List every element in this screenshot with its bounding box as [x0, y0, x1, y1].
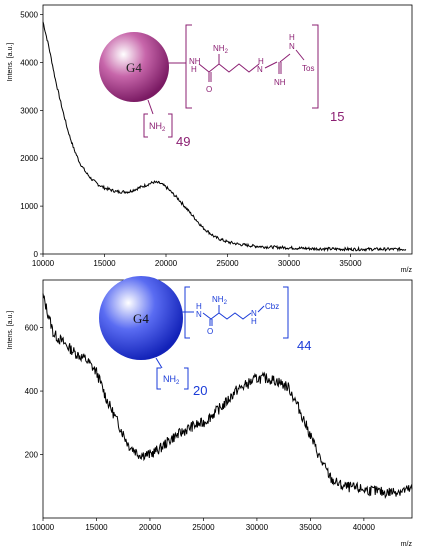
x-tick-label: 35000: [339, 259, 362, 268]
x-tick-label: 15000: [93, 259, 116, 268]
y-tick-label: 400: [25, 387, 39, 396]
y-tick-label: 1000: [20, 202, 38, 211]
tos-label-top: Tos: [302, 64, 314, 73]
amine-label-bottom: NH2: [163, 374, 180, 386]
guanidine-n-label-top: N: [289, 42, 295, 51]
arm-bracket-right-bottom: [283, 286, 289, 339]
alpha-nh2-label-bottom: NH2: [212, 295, 228, 306]
amine-label-top: NH2: [149, 121, 166, 133]
arm-count-top: 15: [330, 109, 344, 124]
plot-frame-bottom: [42, 279, 413, 519]
y-axis-label-bottom: Intens. [a.u.]: [7, 311, 14, 350]
chart-top: 10000 15000 20000 25000 30000 35000 0 1000 2000…: [7, 4, 413, 274]
y-tick-label: 600: [25, 324, 39, 333]
nh-side-label-top: H: [258, 57, 264, 66]
y-tick-label: 5000: [20, 11, 38, 20]
g4-core-sphere-bottom: [99, 276, 183, 360]
core-amine-bond-top: [147, 99, 154, 115]
arm-bracket-left-top: [185, 24, 192, 109]
amine-bracket-right-bottom: [184, 367, 189, 390]
chart-bottom: 10000 15000 20000 25000 30000 35000 40000 200 4…: [7, 276, 412, 548]
dendrimer-structure-bottom: G4 44 H N O NH2 N H Cbz NH2 20: [99, 276, 311, 398]
cbz-bond-bottom: [257, 305, 265, 313]
x-tick-label: 20000: [139, 523, 162, 532]
amine-count-bottom: 20: [193, 383, 207, 398]
amine-count-top: 49: [176, 134, 190, 149]
x-tick-label: 35000: [299, 523, 322, 532]
h-amide-label-top: H: [191, 65, 197, 74]
core-amine-bond-bottom: [155, 357, 163, 369]
series-line-bottom: [42, 293, 413, 500]
y-axis-top: 0 1000 2000 3000 4000 5000: [20, 11, 43, 259]
g4-core-sphere-top: [99, 32, 169, 102]
x-tick-label: 25000: [216, 259, 239, 268]
x-axis-bottom: 10000 15000 20000 25000 30000 35000 40000: [32, 518, 376, 532]
series-line-top: [42, 21, 407, 253]
x-tick-label: 30000: [246, 523, 269, 532]
y-tick-label: 4000: [20, 58, 38, 67]
alpha-nh2-label-top: NH2: [213, 44, 229, 55]
x-tick-label: 15000: [85, 523, 108, 532]
guanidine-nh-label-top: NH: [274, 78, 286, 87]
plot-frame-top: [42, 4, 413, 255]
amine-bracket-right-top: [168, 113, 173, 138]
x-tick-label: 10000: [32, 259, 55, 268]
amine-bracket-left-top: [143, 113, 148, 138]
x-axis-top: 10000 15000 20000 25000 30000 35000: [32, 254, 362, 268]
amine-bracket-left-bottom: [156, 367, 161, 390]
x-axis-label-top: m/z: [401, 267, 413, 274]
x-tick-label: 20000: [155, 259, 178, 268]
y-axis-label-top: Intens. [a.u.]: [7, 43, 14, 82]
n-amide-label-bottom: N: [196, 310, 202, 319]
nh-amide-label-top: NH: [189, 57, 201, 66]
x-axis-label-bottom: m/z: [401, 541, 413, 548]
n-side-label-top: N: [257, 65, 263, 74]
x-tick-label: 10000: [32, 523, 55, 532]
o-label-top: O: [206, 85, 212, 94]
dendrimer-structure-top: G4 15 NH H O NH2 H N NH H N Tos: [99, 24, 344, 149]
backbone-bonds-top: [198, 63, 260, 73]
guanidine-n-bond-top: [279, 53, 291, 63]
data-points-bottom: [43, 296, 412, 493]
cbz-label-bottom: Cbz: [265, 302, 279, 311]
y-tick-label: 3000: [20, 106, 38, 115]
tos-bond-top: [295, 49, 305, 61]
y-tick-label: 2000: [20, 154, 38, 163]
guanidine-bond-top: [264, 61, 278, 69]
h-side-label-bottom: H: [251, 317, 257, 326]
data-points-top: [43, 22, 406, 250]
n-side-label-bottom: N: [251, 309, 257, 318]
arm-bracket-left-bottom: [184, 286, 190, 339]
guanidine-h-label-top: H: [289, 33, 295, 42]
x-tick-label: 25000: [192, 523, 215, 532]
backbone-bonds-bottom: [202, 312, 252, 320]
y-axis-bottom: 200 400 600: [25, 324, 43, 460]
arm-bracket-right-top: [312, 24, 319, 109]
y-tick-label: 200: [25, 451, 39, 460]
h-amide-label-bottom: H: [196, 302, 202, 311]
g4-core-label-top: G4: [126, 60, 142, 75]
o-label-bottom: O: [207, 327, 213, 336]
x-tick-label: 40000: [353, 523, 376, 532]
g4-core-label-bottom: G4: [133, 311, 149, 326]
arm-count-bottom: 44: [297, 338, 311, 353]
y-tick-label: 0: [34, 250, 39, 259]
x-tick-label: 30000: [278, 259, 301, 268]
